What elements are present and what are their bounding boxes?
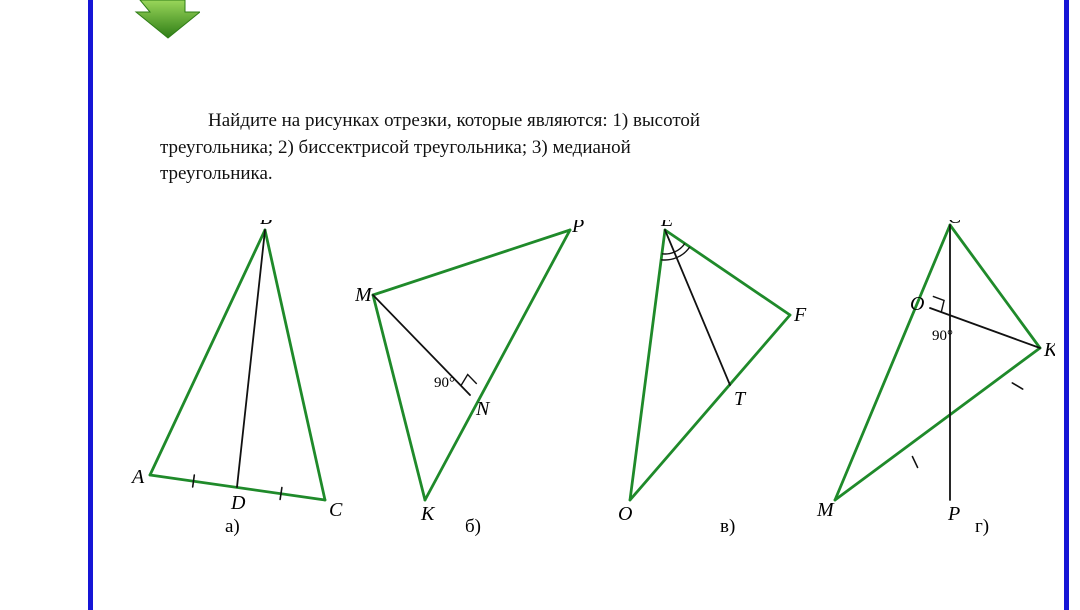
task-line2: треугольника; 2) биссектрисой треугольни… xyxy=(160,137,631,158)
svg-text:г): г) xyxy=(975,516,989,537)
svg-text:O: O xyxy=(910,293,924,315)
svg-text:F: F xyxy=(793,304,807,326)
figure-b: M P K N 90° б) xyxy=(355,220,590,540)
svg-text:O: O xyxy=(618,503,632,525)
svg-text:P: P xyxy=(571,220,584,237)
task-line3: треугольника. xyxy=(160,163,273,184)
arrow-icon xyxy=(130,0,200,40)
svg-text:90°: 90° xyxy=(932,328,953,344)
page: Найдите на рисунках отрезки, которые явл… xyxy=(0,0,1080,610)
svg-text:K: K xyxy=(1043,339,1055,361)
left-border xyxy=(88,0,93,610)
svg-text:в): в) xyxy=(720,516,735,537)
figure-g: C K M P O 90° г) xyxy=(815,220,1055,540)
svg-text:б): б) xyxy=(465,516,481,537)
svg-text:C: C xyxy=(948,220,962,228)
task-line1: Найдите на рисунках отрезки, которые явл… xyxy=(208,110,700,131)
svg-text:M: M xyxy=(355,284,373,306)
svg-text:D: D xyxy=(230,492,246,514)
svg-text:а): а) xyxy=(225,516,240,537)
svg-text:E: E xyxy=(660,220,673,231)
svg-text:P: P xyxy=(947,503,960,525)
svg-text:N: N xyxy=(475,398,491,420)
figure-v: E F O Tв) xyxy=(600,220,810,540)
svg-text:B: B xyxy=(260,220,272,229)
svg-text:90°: 90° xyxy=(434,375,455,391)
figures-row: A B C Dа) M P K N 90° б) E F O Tв) C K M P O 90° г) xyxy=(130,220,1060,550)
svg-text:T: T xyxy=(734,388,747,410)
task-text: Найдите на рисунках отрезки, которые явл… xyxy=(160,108,1040,188)
svg-text:K: K xyxy=(420,503,436,525)
right-border xyxy=(1064,0,1069,610)
svg-text:A: A xyxy=(130,466,145,488)
svg-text:M: M xyxy=(816,499,835,521)
figure-a: A B C Dа) xyxy=(130,220,350,540)
svg-text:C: C xyxy=(329,499,343,521)
